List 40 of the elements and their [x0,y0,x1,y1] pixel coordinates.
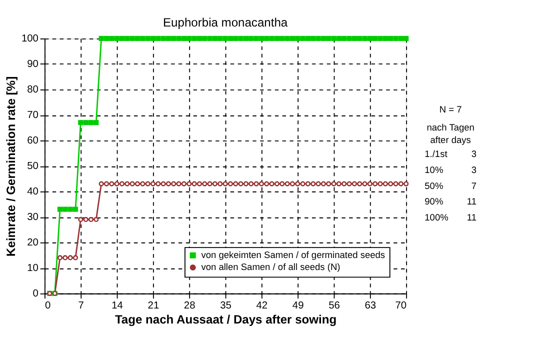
x-tick-label: 0 [44,300,51,312]
text: 100% [424,212,448,222]
y-tick-label: 50 [27,161,39,172]
x-tick-label: 7 [78,300,84,312]
text: 3 [471,165,477,176]
chart-title: Euphorbia monacantha [163,15,288,30]
text: N = 7 [439,104,462,115]
text: 11 [466,212,477,222]
legend-label: von allen Samen / of all seeds (N) [201,262,340,272]
x-tick-label: 42 [256,300,268,312]
y-tick-label: 10 [27,263,39,274]
x-tick-label: 14 [112,300,124,312]
y-axis-title: Keimrate / Germination rate [%] [4,76,18,256]
text: 11 [466,196,477,207]
y-tick-label: 40 [27,186,39,198]
y-tick-label: 100 [21,34,39,45]
x-tick-label: 70 [395,300,407,312]
x-axis-title: Tage nach Aussaat / Days after sowing [114,312,337,327]
y-tick-label: 70 [27,110,39,122]
text: after days [430,135,472,146]
x-tick-label: 49 [292,300,304,312]
x-tick-label: 28 [184,300,196,312]
text: 7 [471,180,477,191]
text: 50% [424,180,444,191]
y-tick-label: 20 [27,238,39,249]
x-tick-label: 63 [364,300,376,312]
legend-label: von gekeimten Samen / of germinated seeds [201,250,386,260]
y-tick-label: 0 [32,288,39,300]
text: 1./1st [424,149,448,160]
y-tick-label: 90 [27,59,39,70]
x-tick-label: 56 [328,300,340,312]
text: 90% [424,196,444,207]
y-tick-label: 60 [27,136,39,147]
text: 3 [471,149,477,160]
text: 10% [424,165,444,176]
y-tick-label: 80 [27,84,39,96]
x-tick-label: 21 [148,300,160,312]
y-tick-label: 30 [27,212,39,224]
text: nach Tagen [426,122,474,132]
x-tick-label: 35 [220,300,232,312]
